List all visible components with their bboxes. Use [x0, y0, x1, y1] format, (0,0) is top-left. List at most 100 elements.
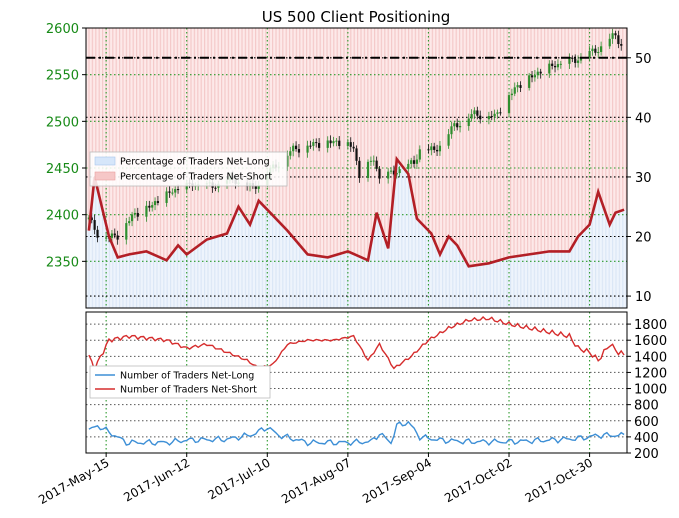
- count-tick-label: 200: [634, 447, 659, 462]
- candle-body: [447, 134, 450, 146]
- date-tick-label: 2017-Aug-07: [279, 455, 353, 506]
- candle-body: [617, 35, 620, 45]
- legend-top: Percentage of Traders Net-Long Percentag…: [89, 151, 288, 187]
- price-tick-label: 2550: [46, 69, 79, 84]
- candle-body: [349, 142, 352, 147]
- net-long-percentage-line: [87, 155, 625, 268]
- candle-body: [151, 205, 154, 208]
- candle-body: [312, 142, 315, 146]
- candle-body: [427, 149, 430, 151]
- candle-body: [292, 145, 295, 152]
- candle-body: [510, 93, 513, 96]
- candle-body: [317, 143, 321, 148]
- count-tick-label: 600: [634, 415, 659, 430]
- candle-body: [93, 220, 96, 230]
- candle-body: [366, 161, 370, 179]
- candle-body: [358, 160, 361, 179]
- percent-axis: 10 20 30 40 50: [627, 52, 652, 305]
- price-candles: [87, 28, 623, 245]
- legend-label-net-long-count: Number of Traders Net-Long: [120, 371, 254, 382]
- counts-panel-frame: [85, 311, 628, 454]
- price-tick-label: 2450: [46, 162, 79, 177]
- candle-body: [326, 140, 329, 148]
- candle-body: [490, 116, 493, 118]
- candle-body: [369, 160, 372, 162]
- candle-body: [410, 160, 413, 164]
- candle-body: [375, 160, 378, 169]
- candle-body: [87, 217, 90, 220]
- candle-body: [407, 163, 410, 170]
- candle-body: [516, 85, 519, 88]
- candle-body: [499, 112, 502, 114]
- legend-bottom: Number of Traders Net-Long Number of Tra…: [89, 365, 271, 399]
- count-tick-label: 400: [634, 431, 659, 446]
- candle-body: [90, 217, 93, 221]
- candle-body: [156, 201, 160, 203]
- candle-body: [528, 75, 531, 88]
- candle-body: [470, 114, 473, 119]
- percent-tick-label: 10: [635, 290, 652, 305]
- candle-body: [568, 57, 571, 64]
- candle-body: [530, 75, 534, 78]
- count-tick-label: 1800: [634, 318, 667, 333]
- count-tick-label: 1400: [634, 350, 667, 365]
- candle-body: [352, 146, 355, 149]
- percent-tick-label: 50: [635, 52, 652, 67]
- candle-body: [579, 57, 583, 61]
- candle-body: [513, 87, 516, 94]
- candle-body: [487, 116, 490, 120]
- candle-body: [398, 169, 401, 174]
- date-tick-label: 2017-May-15: [36, 455, 111, 507]
- candle-body: [110, 233, 113, 238]
- candle-body: [571, 57, 574, 59]
- candle-body: [476, 110, 479, 116]
- candle-body: [171, 192, 174, 194]
- candle-body: [306, 145, 309, 153]
- legend-label-net-short-count: Number of Traders Net-Short: [120, 385, 257, 396]
- candle-body: [458, 125, 462, 128]
- candle-body: [450, 126, 453, 135]
- candle-body: [387, 171, 390, 179]
- candle-body: [574, 58, 577, 63]
- candle-body: [125, 223, 128, 240]
- candle-body: [412, 160, 416, 164]
- candle-body: [533, 75, 537, 78]
- candle-body: [519, 85, 522, 88]
- candle-body: [600, 46, 603, 52]
- candle-body: [174, 189, 177, 193]
- price-panel: 2350 2400 2450 2500 2550 2600 10 20 30 40 50 Perc…: [46, 22, 652, 309]
- count-tick-label: 800: [634, 399, 659, 414]
- percent-tick-label: 30: [635, 171, 652, 186]
- candle-body: [113, 233, 116, 236]
- candle-body: [309, 145, 312, 147]
- candle-body: [148, 205, 151, 208]
- date-tick-label: 2017-Oct-30: [523, 455, 595, 505]
- legend-label-net-long-pct: Percentage of Traders Net-Long: [120, 157, 270, 168]
- percent-tick-label: 20: [635, 231, 652, 246]
- price-tick-label: 2350: [46, 255, 79, 270]
- candle-body: [418, 149, 421, 160]
- candle-body: [136, 212, 139, 217]
- candle-body: [214, 187, 217, 189]
- candle-body: [493, 113, 496, 117]
- candle-body: [479, 115, 482, 120]
- candle-body: [588, 51, 591, 58]
- candle-body: [415, 159, 419, 164]
- date-tick-label: 2017-Jul-10: [205, 455, 272, 502]
- candle-body: [473, 110, 476, 115]
- candle-body: [553, 65, 557, 68]
- candle-body: [433, 146, 436, 150]
- candle-body: [338, 140, 341, 146]
- candle-body: [257, 185, 260, 189]
- candle-body: [105, 237, 108, 239]
- price-tick-label: 2400: [46, 209, 79, 224]
- candle-body: [165, 191, 168, 203]
- candle-body: [389, 170, 393, 172]
- net-long-region: [86, 159, 627, 308]
- candle-body: [145, 205, 148, 217]
- candle-body: [597, 51, 600, 53]
- candle-body: [496, 112, 499, 114]
